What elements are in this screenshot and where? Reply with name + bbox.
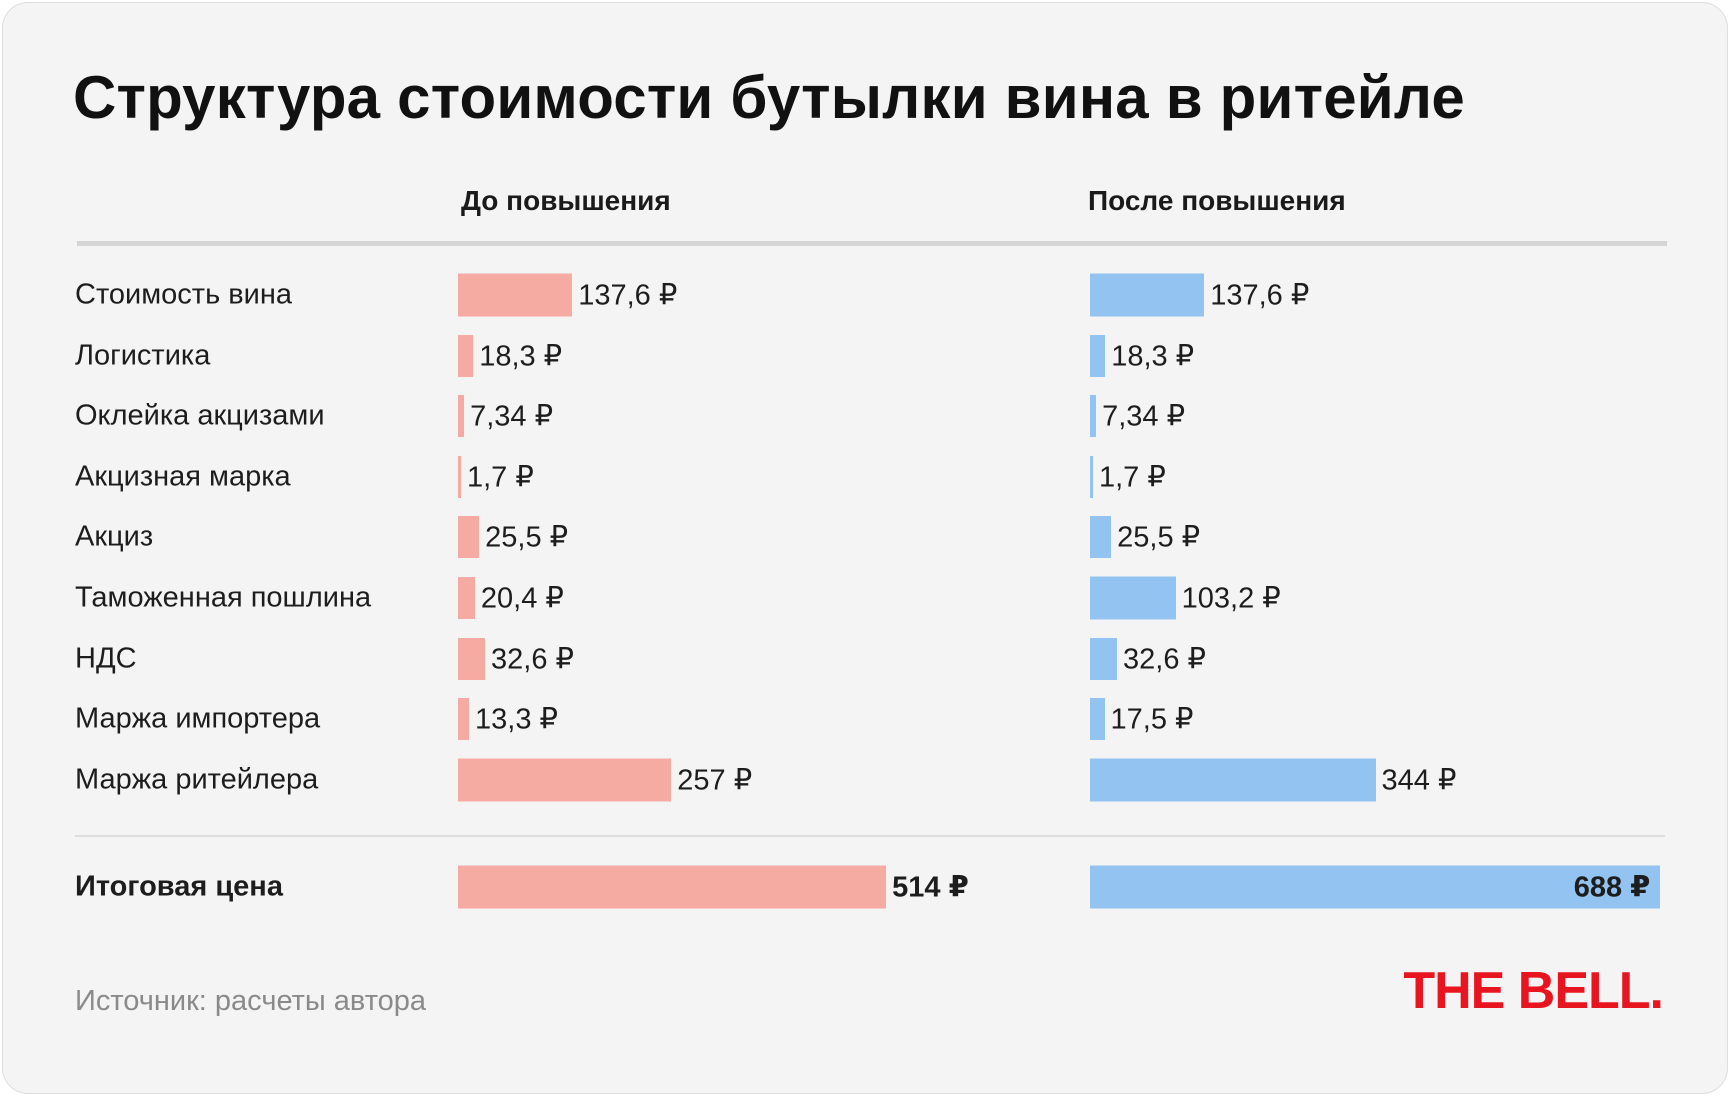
bar-before — [458, 698, 470, 741]
bar-after — [1090, 516, 1112, 559]
bar-after — [1090, 698, 1105, 741]
category-label: Таможенная пошлина — [75, 581, 372, 614]
chart-title: Структура стоимости бутылки вина в ритей… — [73, 64, 1465, 131]
bar-before — [458, 516, 480, 559]
source-note: Источник: расчеты автора — [75, 985, 427, 1017]
value-label-after: 137,6 ₽ — [1210, 279, 1310, 312]
value-label-before: 18,3 ₽ — [479, 340, 563, 373]
value-label-after: 1,7 ₽ — [1099, 461, 1166, 494]
bar-before — [458, 758, 672, 802]
bar-after — [1090, 576, 1176, 620]
category-label: Стоимость вина — [75, 278, 292, 311]
value-label-after: 17,5 ₽ — [1110, 703, 1194, 736]
the-bell-logo: THE BELL. — [1403, 962, 1664, 1020]
total-label: Итоговая цена — [75, 870, 283, 903]
value-label-after: 32,6 ₽ — [1123, 643, 1206, 676]
bar-before — [458, 455, 461, 498]
value-label-before: 32,6 ₽ — [491, 643, 574, 676]
category-label: Акциз — [75, 520, 154, 553]
value-label-before: 13,3 ₽ — [475, 703, 558, 736]
bar-after — [1090, 455, 1093, 498]
value-label-after: 7,34 ₽ — [1102, 400, 1186, 433]
total-bar-after — [1090, 865, 1661, 909]
value-label-before: 7,34 ₽ — [470, 400, 554, 433]
header-divider — [77, 241, 1667, 246]
category-label: Акцизная марка — [75, 460, 291, 493]
total-value-label-after: 688 ₽ — [1573, 871, 1651, 904]
value-label-before: 257 ₽ — [677, 764, 753, 797]
value-label-after: 25,5 ₽ — [1117, 521, 1201, 554]
category-label: НДС — [75, 642, 137, 675]
total-value-label-before: 514 ₽ — [892, 871, 969, 904]
bar-after — [1090, 637, 1118, 680]
bar-after — [1090, 273, 1205, 317]
column-header-after: После повышения — [1088, 185, 1346, 216]
total-bar-before — [458, 865, 887, 909]
bar-before — [458, 334, 474, 377]
value-label-before: 137,6 ₽ — [578, 279, 678, 312]
value-label-before: 1,7 ₽ — [467, 461, 534, 494]
category-label: Оклейка акцизами — [75, 399, 325, 432]
value-label-before: 25,5 ₽ — [485, 521, 569, 554]
bar-after — [1090, 758, 1376, 802]
bar-before — [458, 577, 475, 619]
category-label: Логистика — [75, 339, 211, 372]
bar-after — [1090, 334, 1106, 377]
category-label: Маржа импортера — [75, 702, 321, 735]
value-label-after: 18,3 ₽ — [1111, 340, 1195, 373]
total-divider — [75, 835, 1665, 837]
bar-before — [458, 273, 573, 317]
category-label: Маржа ритейлера — [75, 763, 319, 796]
column-header-before: До повышения — [461, 185, 671, 216]
bar-before — [458, 637, 486, 680]
value-label-after: 344 ₽ — [1381, 764, 1457, 797]
bar-after — [1090, 395, 1097, 438]
value-label-before: 20,4 ₽ — [480, 582, 564, 615]
value-label-after: 103,2 ₽ — [1181, 582, 1281, 615]
bar-before — [458, 395, 465, 438]
